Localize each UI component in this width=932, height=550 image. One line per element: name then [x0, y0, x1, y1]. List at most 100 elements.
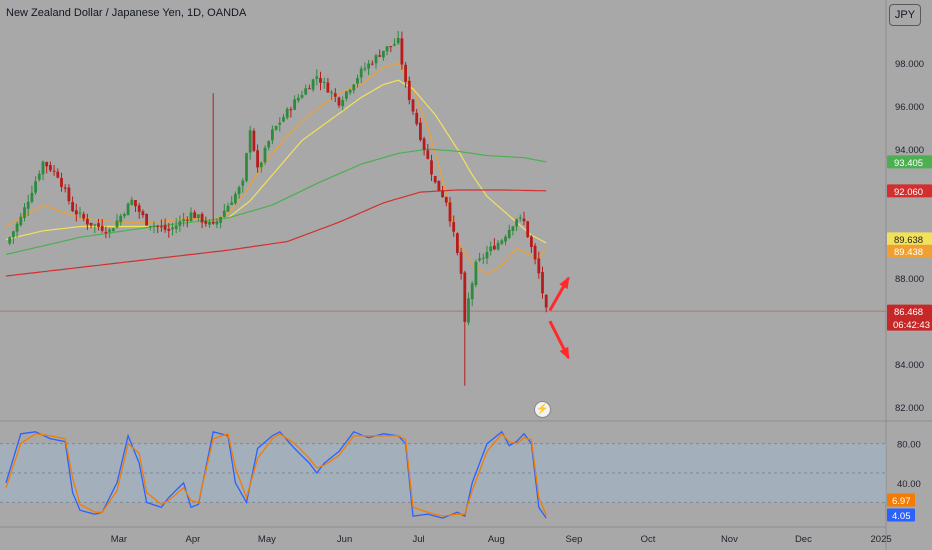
candle-body	[93, 224, 97, 226]
candle-body	[278, 122, 282, 125]
candle-body	[341, 100, 345, 107]
moving-average-line	[5, 62, 547, 275]
candle-body	[300, 95, 304, 98]
candle-body	[271, 129, 274, 141]
candle-body	[333, 93, 337, 97]
candle-body	[359, 68, 363, 78]
candle-body	[463, 272, 467, 322]
candle-body	[267, 141, 271, 148]
price-axis-tick: 96.000	[895, 102, 924, 113]
candle-body	[156, 225, 160, 227]
candle-body	[215, 221, 219, 225]
stochastic-line	[5, 432, 547, 517]
candle-body	[137, 205, 141, 212]
candle-body	[200, 213, 204, 223]
candle-body	[219, 217, 222, 223]
candle-body	[467, 298, 470, 323]
candle-body	[459, 252, 463, 274]
candle-body	[241, 180, 245, 186]
candle-body	[541, 272, 544, 294]
candle-body	[415, 112, 419, 125]
candle-body	[148, 226, 152, 228]
candle-body	[426, 150, 430, 159]
candle-body	[226, 205, 230, 212]
candle-body	[274, 126, 278, 130]
candle-body	[167, 229, 171, 231]
time-axis-tick: Nov	[721, 534, 738, 545]
candle-body	[419, 122, 422, 140]
candle-body	[248, 130, 252, 153]
candle-body	[211, 221, 215, 224]
candle-body	[452, 222, 456, 232]
stochastic-label-tag	[887, 493, 915, 507]
price-axis-tick: 88.000	[895, 274, 924, 285]
time-axis-tick: Apr	[186, 534, 201, 545]
candle-body	[30, 192, 34, 202]
candle-body	[130, 199, 134, 205]
price-countdown: 06:42:43	[893, 320, 930, 331]
candle-body	[185, 219, 189, 221]
candle-body	[330, 92, 333, 94]
candle-body	[282, 117, 285, 122]
candle-body	[71, 202, 74, 212]
candle-body	[237, 187, 241, 195]
candle-body	[367, 63, 370, 69]
candle-body	[115, 220, 119, 228]
candle-body	[496, 242, 500, 250]
candle-body	[430, 160, 433, 175]
price-axis-tick: 84.000	[895, 360, 924, 371]
candle-body	[204, 221, 208, 224]
candle-body	[145, 213, 148, 226]
candle-body	[422, 138, 426, 150]
candle-body	[456, 233, 459, 253]
candle-body	[515, 219, 518, 227]
candle-body	[41, 161, 45, 175]
candle-body	[104, 231, 108, 233]
stochastic-axis-tick: 40.00	[897, 479, 921, 490]
candle-body	[404, 64, 407, 82]
moving-average-line	[5, 79, 547, 244]
candle-body	[481, 257, 485, 259]
price-label-tag	[887, 184, 932, 198]
candle-body	[374, 55, 378, 64]
candle-body	[234, 193, 237, 204]
price-label-value: 93.405	[894, 158, 923, 169]
candle-body	[437, 180, 441, 191]
candle-body	[222, 210, 226, 217]
candle-body	[171, 227, 174, 230]
candle-body	[444, 197, 448, 203]
price-label-value: 89.438	[894, 247, 923, 258]
price-axis-tick: 94.000	[895, 145, 924, 156]
stochastic-line	[5, 430, 547, 519]
time-axis-tick: Dec	[795, 534, 812, 545]
candle-body	[537, 258, 541, 274]
candle-body	[74, 210, 78, 215]
moving-average-line	[5, 148, 547, 256]
price-label-tag	[887, 232, 932, 246]
candle-body	[152, 225, 156, 227]
price-label-tag	[887, 304, 932, 331]
candle-body	[15, 223, 19, 232]
candle-body	[411, 99, 415, 112]
price-axis-tick: 82.000	[895, 403, 924, 414]
time-axis-tick: Oct	[641, 534, 656, 545]
stochastic-axis-tick: 80.00	[897, 440, 921, 451]
candle-body	[433, 176, 437, 183]
candle-body	[385, 46, 389, 52]
candle-body	[12, 231, 15, 238]
candle-body	[67, 187, 71, 202]
candle-body	[111, 228, 115, 232]
lightning-icon[interactable]: ⚡	[534, 401, 551, 418]
candle-body	[197, 214, 200, 218]
candle-body	[37, 173, 41, 180]
candle-body	[337, 97, 341, 106]
candle-body	[189, 212, 193, 221]
candle-body	[174, 225, 178, 229]
candle-body	[530, 236, 533, 248]
candle-body	[208, 221, 211, 225]
candle-body	[52, 170, 56, 172]
currency-button[interactable]: JPY	[889, 4, 921, 26]
candle-body	[89, 222, 93, 226]
